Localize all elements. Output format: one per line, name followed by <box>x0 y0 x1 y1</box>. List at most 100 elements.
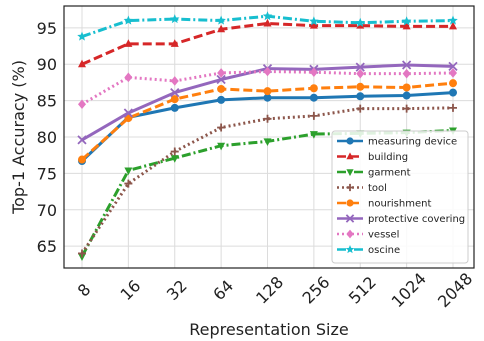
data-point-protective-covering <box>123 108 134 118</box>
data-point-tool <box>309 111 318 120</box>
data-point-protective-covering <box>216 74 226 85</box>
legend-label-tool: tool <box>368 183 387 194</box>
data-point-oscine <box>77 31 87 41</box>
data-point-tool <box>402 104 411 113</box>
data-point-measuring-device <box>356 92 365 101</box>
data-point-protective-covering <box>448 61 458 72</box>
data-point-tool <box>124 179 133 188</box>
legend-label-measuring-device: measuring device <box>368 137 457 148</box>
data-point-measuring-device <box>263 93 272 102</box>
data-point-tool <box>356 104 365 113</box>
data-point-protective-covering <box>401 60 412 70</box>
data-point-measuring-device <box>170 103 179 112</box>
series-oscine <box>77 11 458 41</box>
data-point-oscine <box>401 16 412 26</box>
data-point-vessel <box>170 76 179 86</box>
legend-entry-vessel: vessel <box>337 230 399 241</box>
data-point-nourishment <box>402 83 411 92</box>
data-point-nourishment <box>217 84 226 93</box>
data-point-vessel <box>356 68 365 79</box>
data-point-oscine <box>355 17 366 27</box>
y-tick-labels: 65 70 75 80 85 90 95 <box>37 19 57 256</box>
data-point-tool <box>78 249 86 258</box>
data-point-oscine <box>169 14 180 24</box>
legend-entry-measuring-device: measuring device <box>337 137 457 148</box>
data-point-garment <box>217 142 226 151</box>
data-point-garment <box>170 155 179 163</box>
data-point-oscine <box>262 11 273 21</box>
data-point-building <box>449 21 457 30</box>
data-point-building <box>124 39 133 47</box>
y-tick-label: 85 <box>37 92 57 111</box>
data-point-vessel <box>263 66 272 77</box>
data-point-tool <box>170 147 179 156</box>
legend-entry-garment: garment <box>337 168 411 179</box>
legend-marker-garment <box>346 169 354 177</box>
legend-marker-tool <box>346 183 354 192</box>
data-point-vessel <box>402 68 411 79</box>
data-point-tool <box>217 123 226 132</box>
data-point-nourishment <box>449 79 457 88</box>
legend-marker-vessel <box>346 229 354 239</box>
legend-label-oscine: oscine <box>368 245 400 256</box>
data-point-nourishment <box>309 84 318 93</box>
data-point-oscine <box>216 15 226 25</box>
legend-marker-oscine <box>345 245 355 254</box>
series-line-building <box>81 21 453 66</box>
data-point-protective-covering <box>77 135 87 145</box>
legend-label-nourishment: nourishment <box>368 199 431 210</box>
legend-box <box>331 130 469 264</box>
y-tick-label: 80 <box>37 128 57 147</box>
y-tick-label: 90 <box>37 55 57 74</box>
data-point-protective-covering <box>170 87 180 98</box>
data-point-building <box>309 21 318 29</box>
data-point-nourishment <box>170 95 179 104</box>
data-point-nourishment <box>356 82 365 91</box>
y-tick-label: 95 <box>37 19 57 38</box>
legend-entry-nourishment: nourishment <box>337 199 431 210</box>
data-point-protective-covering <box>355 62 365 72</box>
data-point-measuring-device <box>449 88 457 97</box>
y-axis-title: Top-1 Accuracy (%) <box>9 60 28 215</box>
data-point-building <box>263 18 272 27</box>
series-line-nourishment <box>81 81 454 161</box>
series-vessel <box>78 66 457 110</box>
legend-label-protective-covering: protective covering <box>368 214 465 225</box>
legend-marker-building <box>346 152 354 160</box>
data-point-building <box>217 24 226 33</box>
legend-label-garment: garment <box>368 168 411 179</box>
data-point-measuring-device <box>402 91 411 100</box>
data-point-garment <box>263 138 272 146</box>
data-point-vessel <box>217 68 226 78</box>
plot-frame <box>63 5 475 269</box>
series-building <box>78 18 457 68</box>
legend-entry-oscine: oscine <box>337 245 400 256</box>
legend-entries: measuring device building garment tool nouri… <box>337 137 465 256</box>
data-point-vessel <box>309 67 318 78</box>
legend-entry-building: building <box>337 152 408 163</box>
y-tick-label: 70 <box>37 201 57 220</box>
series-tool <box>78 103 457 258</box>
series-nourishment <box>78 79 457 164</box>
y-tick-label: 65 <box>37 237 57 256</box>
data-point-measuring-device <box>309 93 318 102</box>
data-point-nourishment <box>78 155 86 164</box>
data-point-measuring-device <box>217 95 226 104</box>
data-point-oscine <box>448 15 458 25</box>
legend: measuring device building garment tool nouri… <box>331 130 469 264</box>
x-axis-title: Representation Size <box>189 320 348 339</box>
data-point-tool <box>449 103 457 112</box>
data-point-building <box>170 39 179 47</box>
data-point-vessel <box>78 99 86 110</box>
legend-label-vessel: vessel <box>368 230 399 241</box>
data-point-garment <box>309 131 318 139</box>
data-point-building <box>402 21 411 30</box>
legend-entry-tool: tool <box>337 183 387 194</box>
data-point-vessel <box>124 72 133 83</box>
data-point-oscine <box>309 16 319 26</box>
data-point-vessel <box>449 68 457 78</box>
data-point-building <box>78 59 86 68</box>
data-point-oscine <box>123 15 134 25</box>
legend-marker-nourishment <box>346 199 354 207</box>
